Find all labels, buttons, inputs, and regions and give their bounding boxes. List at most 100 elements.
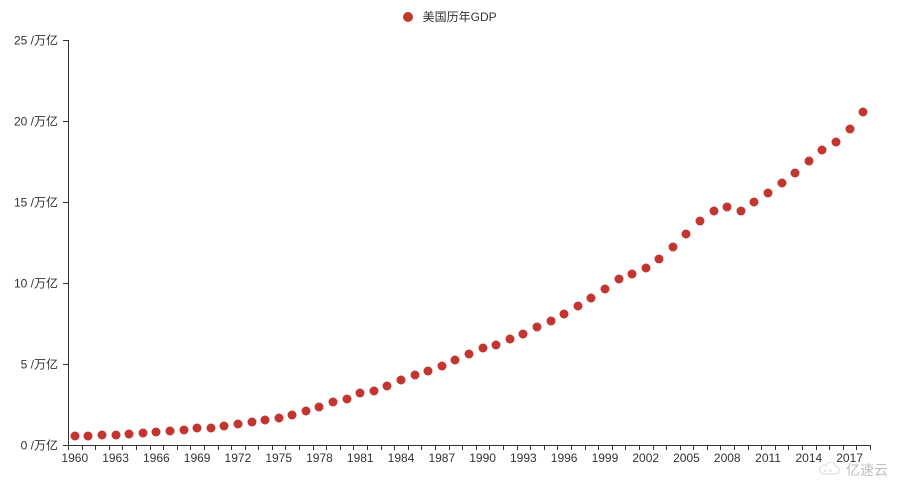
data-point[interactable] <box>125 429 134 438</box>
y-tick <box>63 121 68 122</box>
data-point[interactable] <box>437 362 446 371</box>
data-point[interactable] <box>410 370 419 379</box>
data-point[interactable] <box>709 206 718 215</box>
data-point[interactable] <box>179 425 188 434</box>
x-tick <box>68 445 69 450</box>
x-tick <box>557 445 558 450</box>
data-point[interactable] <box>723 202 732 211</box>
data-point[interactable] <box>356 388 365 397</box>
data-point[interactable] <box>329 398 338 407</box>
x-tick <box>340 445 341 450</box>
x-tick <box>353 445 354 450</box>
data-point[interactable] <box>560 310 569 319</box>
data-point[interactable] <box>682 229 691 238</box>
data-point[interactable] <box>641 263 650 272</box>
data-point[interactable] <box>777 178 786 187</box>
x-tick <box>707 445 708 450</box>
data-point[interactable] <box>532 322 541 331</box>
data-point[interactable] <box>451 356 460 365</box>
data-point[interactable] <box>668 243 677 252</box>
legend-marker <box>403 12 413 22</box>
x-tick <box>449 445 450 450</box>
data-point[interactable] <box>315 402 324 411</box>
data-point[interactable] <box>573 302 582 311</box>
x-tick <box>585 445 586 450</box>
data-point[interactable] <box>750 198 759 207</box>
data-point[interactable] <box>397 375 406 384</box>
data-point[interactable] <box>791 169 800 178</box>
x-tick <box>326 445 327 450</box>
data-point[interactable] <box>138 429 147 438</box>
x-tick <box>571 445 572 450</box>
data-point[interactable] <box>233 420 242 429</box>
data-point[interactable] <box>261 415 270 424</box>
x-tick <box>856 445 857 450</box>
data-point[interactable] <box>614 274 623 283</box>
data-point[interactable] <box>165 427 174 436</box>
x-tick <box>816 445 817 450</box>
x-axis-line <box>68 445 870 446</box>
data-point[interactable] <box>193 424 202 433</box>
x-tick <box>245 445 246 450</box>
data-point[interactable] <box>818 145 827 154</box>
data-point[interactable] <box>424 366 433 375</box>
data-point[interactable] <box>519 329 528 338</box>
x-axis-label: 1960 <box>61 451 88 465</box>
x-tick <box>258 445 259 450</box>
data-point[interactable] <box>478 344 487 353</box>
data-point[interactable] <box>465 349 474 358</box>
data-point[interactable] <box>696 217 705 226</box>
x-axis-label: 1981 <box>347 451 374 465</box>
data-point[interactable] <box>369 386 378 395</box>
gdp-scatter-chart: 美国历年GDP 亿速云 0 /万亿5 /万亿10 /万亿15 /万亿20 /万亿… <box>0 0 900 500</box>
x-tick <box>680 445 681 450</box>
data-point[interactable] <box>736 206 745 215</box>
data-point[interactable] <box>492 341 501 350</box>
data-point[interactable] <box>859 108 868 117</box>
data-point[interactable] <box>152 427 161 436</box>
x-tick <box>462 445 463 450</box>
data-point[interactable] <box>274 413 283 422</box>
data-point[interactable] <box>288 410 297 419</box>
x-axis-label: 1984 <box>388 451 415 465</box>
x-tick <box>109 445 110 450</box>
data-point[interactable] <box>111 430 120 439</box>
data-point[interactable] <box>301 407 310 416</box>
y-axis-label: 15 /万亿 <box>0 194 58 211</box>
data-point[interactable] <box>505 335 514 344</box>
x-tick <box>734 445 735 450</box>
data-point[interactable] <box>804 157 813 166</box>
x-tick <box>231 445 232 450</box>
data-point[interactable] <box>764 189 773 198</box>
x-axis-label: 1978 <box>306 451 333 465</box>
x-axis-label: 1999 <box>592 451 619 465</box>
x-tick <box>381 445 382 450</box>
x-tick <box>693 445 694 450</box>
data-point[interactable] <box>84 431 93 440</box>
data-point[interactable] <box>546 317 555 326</box>
data-point[interactable] <box>655 255 664 264</box>
data-point[interactable] <box>628 269 637 278</box>
data-point[interactable] <box>97 431 106 440</box>
data-point[interactable] <box>70 432 79 441</box>
x-axis-label: 1996 <box>551 451 578 465</box>
data-point[interactable] <box>206 423 215 432</box>
x-tick <box>204 445 205 450</box>
data-point[interactable] <box>247 417 256 426</box>
x-tick <box>150 445 151 450</box>
data-point[interactable] <box>383 382 392 391</box>
data-point[interactable] <box>845 125 854 134</box>
x-tick <box>829 445 830 450</box>
data-point[interactable] <box>600 284 609 293</box>
legend-label: 美国历年GDP <box>423 10 497 24</box>
data-point[interactable] <box>832 137 841 146</box>
x-tick <box>489 445 490 450</box>
data-point[interactable] <box>342 394 351 403</box>
x-tick <box>761 445 762 450</box>
x-axis-label: 2008 <box>714 451 741 465</box>
x-axis-label: 2002 <box>632 451 659 465</box>
x-axis-label: 1963 <box>102 451 129 465</box>
x-tick <box>503 445 504 450</box>
data-point[interactable] <box>587 294 596 303</box>
data-point[interactable] <box>220 422 229 431</box>
